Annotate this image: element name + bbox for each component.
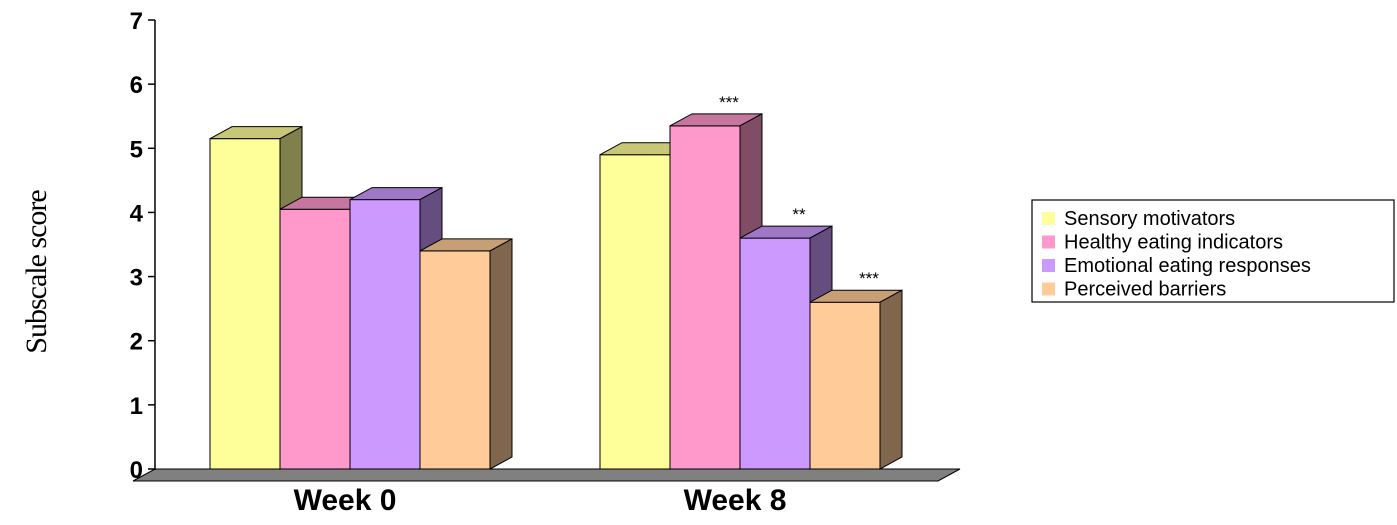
significance-label: *** xyxy=(859,269,879,288)
legend-label: Emotional eating responses xyxy=(1064,255,1311,277)
legend-label: Healthy eating indicators xyxy=(1064,232,1283,254)
bar-front xyxy=(669,125,741,470)
bar-front xyxy=(349,199,421,470)
legend-box xyxy=(1031,199,1395,303)
labels: ********Week 0 Week 8 xyxy=(294,93,880,517)
legend-item: Healthy eating indicators xyxy=(1042,232,1283,254)
chart-floor xyxy=(132,468,961,482)
legend-label: Perceived barriers xyxy=(1064,279,1226,301)
significance-label: *** xyxy=(719,93,739,112)
legend-item: Sensory motivators xyxy=(1042,208,1235,230)
y-tick-label: 1 xyxy=(130,393,143,420)
y-tick-label: 6 xyxy=(130,72,143,99)
floor-plane xyxy=(132,468,961,482)
x-category-label: Week 8 xyxy=(684,484,787,517)
legend-swatch xyxy=(1042,235,1055,249)
legend-label: Sensory motivators xyxy=(1064,208,1235,230)
bar xyxy=(809,289,903,470)
y-tick-label: 7 xyxy=(130,8,143,35)
y-tick-label: 4 xyxy=(130,200,144,227)
legend-swatch xyxy=(1042,212,1055,225)
bar-front xyxy=(209,138,281,470)
legend-swatch xyxy=(1042,259,1055,272)
x-category-label: Week 0 xyxy=(294,484,397,517)
legend-item: Emotional eating responses xyxy=(1042,255,1311,277)
bar-front xyxy=(599,154,671,470)
y-axis-title: Subscale score xyxy=(20,190,53,354)
legend-item: Perceived barriers xyxy=(1042,279,1226,301)
bars xyxy=(209,112,903,470)
bar-front xyxy=(809,301,881,470)
bar-front xyxy=(279,208,351,470)
bar-side xyxy=(489,238,513,470)
legend-swatch xyxy=(1042,282,1055,296)
y-tick-label: 0 xyxy=(130,457,143,484)
significance-label: ** xyxy=(792,205,806,224)
bar xyxy=(419,238,513,470)
y-axis: 0 1 2 3 4 5 6 7 xyxy=(130,8,156,484)
bar-front xyxy=(739,237,811,470)
bar-front xyxy=(419,250,491,470)
bar-side xyxy=(879,289,903,470)
y-tick-label: 2 xyxy=(130,329,143,356)
y-tick-label: 3 xyxy=(130,265,143,292)
y-tick-label: 5 xyxy=(130,136,143,163)
